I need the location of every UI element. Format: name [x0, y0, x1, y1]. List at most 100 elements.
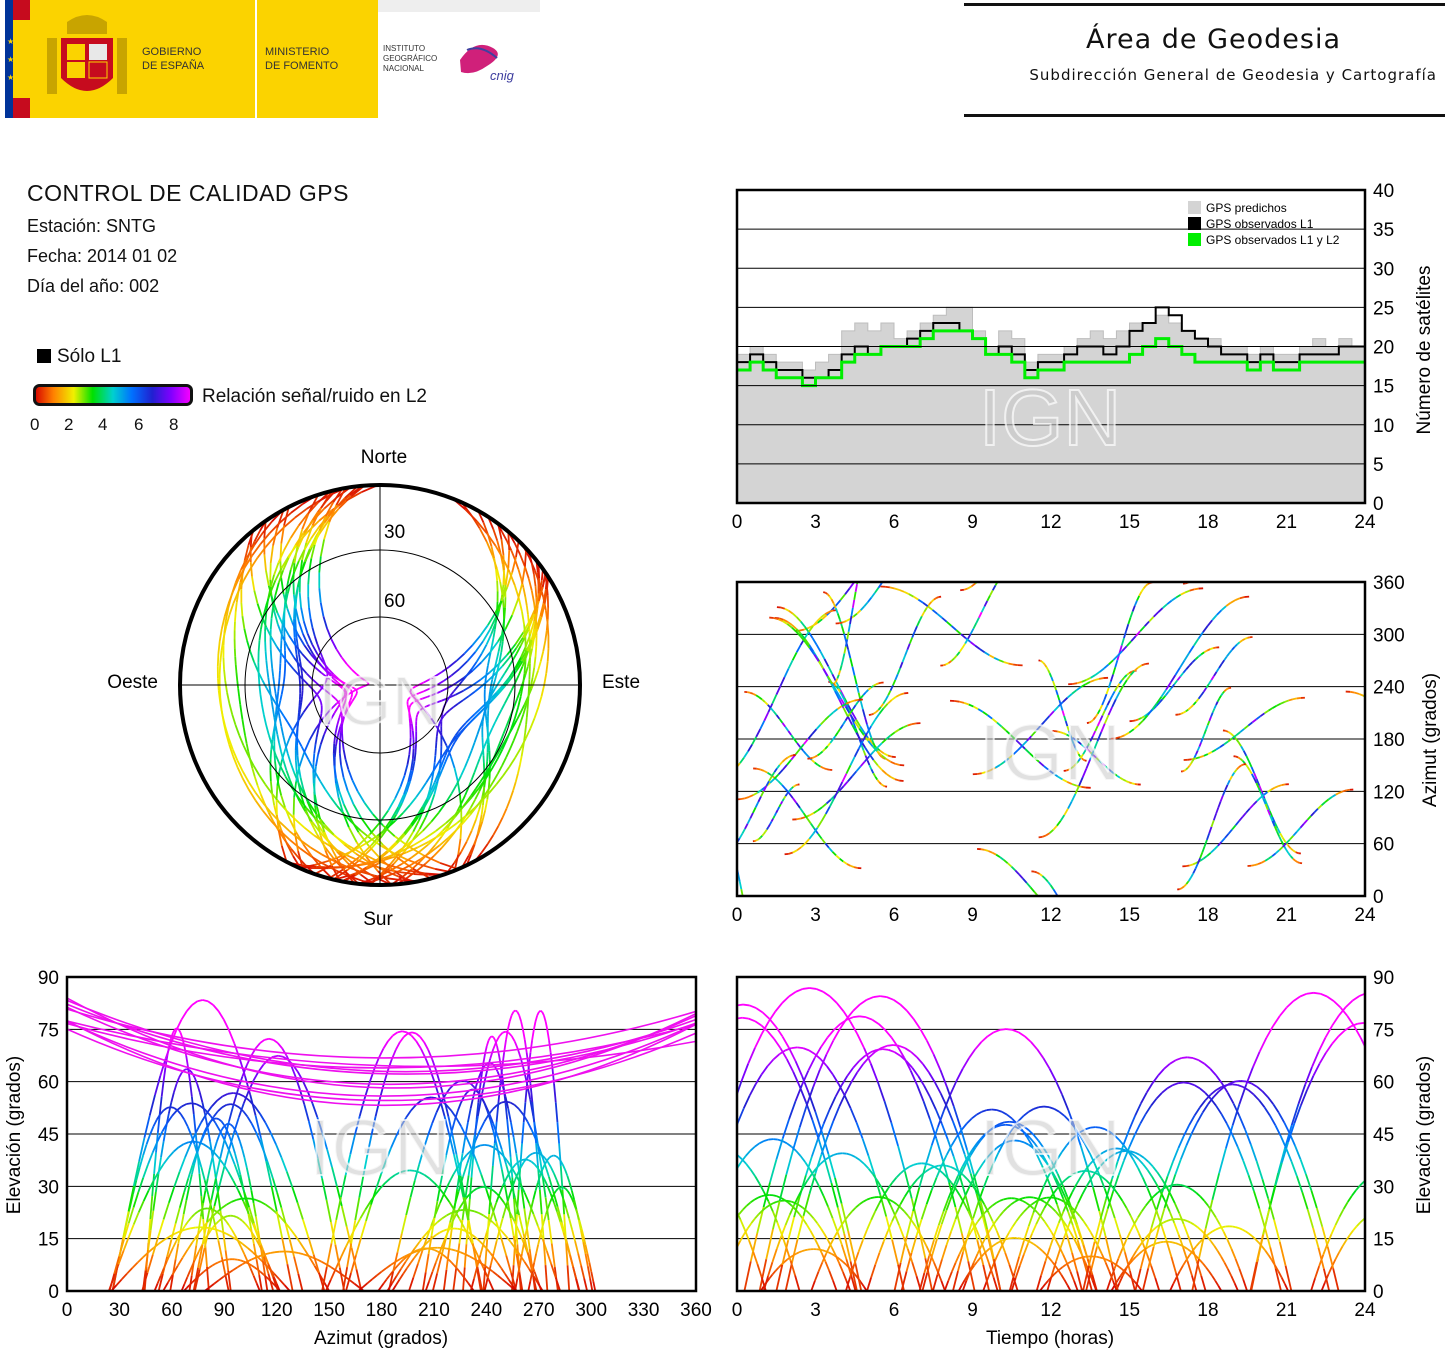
azimuth-track-segment	[1143, 713, 1148, 717]
skyplot-track-segment	[448, 746, 454, 753]
elev-az-track-segment	[362, 1282, 369, 1288]
elevation-track-segment	[1116, 1275, 1122, 1282]
elev-az-track-segment	[453, 1154, 460, 1176]
elev-az-track-segment	[446, 1247, 452, 1251]
skyplot-track-segment	[288, 728, 295, 739]
elev-az-track-segment	[189, 1226, 196, 1230]
skyplot-track-segment	[298, 838, 311, 849]
elev-az-track-segment	[186, 1102, 192, 1105]
elev-az-track-segment	[391, 1275, 398, 1284]
elev-az-track-segment	[442, 1254, 447, 1258]
azimuth-track-segment	[1117, 650, 1123, 657]
elev-az-track-segment	[264, 1122, 272, 1134]
elev-az-track-segment	[344, 1154, 352, 1176]
azimuth-track-segment	[822, 748, 826, 753]
azimuth-track-segment	[1285, 849, 1290, 854]
skyplot-track-segment	[436, 726, 440, 732]
elev-az-track-segment	[461, 1228, 466, 1232]
skyplot-track-segment	[345, 491, 362, 502]
elevation-track-segment	[1341, 1239, 1347, 1247]
skyplot-track-segment	[245, 743, 250, 752]
elev-az-track-segment	[123, 1222, 130, 1240]
azimuth-track-segment	[908, 593, 915, 598]
azimuth-track-segment	[792, 785, 796, 788]
elev-az-track-segment	[475, 1102, 480, 1120]
skyplot-track-segment	[404, 825, 413, 836]
elev-az-track-segment	[479, 1243, 485, 1256]
azimuth-track-segment	[860, 744, 865, 751]
azimuth-track-segment	[824, 611, 830, 615]
skyplot-track-segment	[294, 508, 307, 519]
elevation-track-segment	[799, 1155, 806, 1163]
skyplot-track-segment	[331, 680, 337, 685]
elev-az-track-segment	[467, 1108, 472, 1123]
skyplot-track-segment	[525, 639, 533, 652]
azimuth-track-segment	[1306, 815, 1312, 821]
skyplot-track-segment	[485, 541, 494, 556]
skyplot-track-segment	[224, 607, 230, 621]
elev-az-track-segment	[223, 1123, 227, 1128]
azimuth-track-segment	[761, 833, 765, 837]
gobierno-line1: GOBIERNO	[142, 46, 202, 58]
azimuth-track-segment	[1124, 731, 1130, 737]
elevation-track-segment	[987, 1163, 995, 1176]
elev-az-track-segment	[404, 1253, 410, 1258]
header-rule-bottom	[964, 114, 1445, 117]
skyplot-track-segment	[480, 644, 488, 655]
skyplot-track-segment	[429, 794, 436, 806]
x-tick-label: 360	[680, 1300, 712, 1321]
elev-az-track-segment	[424, 1253, 430, 1273]
skyplot-track-segment	[468, 717, 476, 724]
elev-az-track-segment	[237, 1263, 243, 1268]
azimuth-track-segment	[1003, 859, 1009, 864]
elev-az-track-segment	[132, 1212, 140, 1225]
elev-az-track-segment	[354, 1197, 361, 1221]
elev-az-track-segment	[149, 1210, 155, 1231]
elev-az-track-segment	[207, 1000, 214, 1006]
skyplot-track-segment	[247, 755, 255, 766]
skyplot-track-segment	[360, 870, 375, 877]
elev-az-track-segment	[519, 1182, 526, 1193]
skyplot-track-segment	[462, 695, 470, 701]
azimuth-track-segment	[991, 584, 997, 591]
y-tick-label: 5	[1373, 455, 1384, 476]
azimuth-track-segment	[1247, 721, 1253, 727]
skyplot-track-segment	[455, 676, 465, 685]
skyplot-track-segment	[270, 606, 274, 619]
elevation-track-segment	[714, 1207, 719, 1219]
azimuth-track-segment	[1258, 785, 1263, 793]
azimuth-track-segment	[1205, 559, 1208, 564]
elev-az-track-segment	[157, 1273, 164, 1291]
elev-az-track-segment	[402, 1267, 408, 1275]
elev-az-track-segment	[466, 1150, 473, 1164]
azimuth-track-segment	[1253, 772, 1258, 780]
azimuth-track-segment	[969, 628, 975, 635]
y-tick-label: 240	[1373, 678, 1405, 699]
elev-az-track-segment	[236, 1134, 241, 1142]
azimuth-track-segment	[755, 839, 758, 842]
elev-az-track-segment	[275, 1144, 283, 1158]
azimuth-track-segment	[1097, 969, 1100, 972]
azimuth-track-segment	[784, 793, 788, 797]
elev-az-track-segment	[153, 1283, 159, 1291]
skyplot-track-segment	[423, 678, 430, 684]
azimuth-track-segment	[1253, 777, 1258, 784]
az-x-ticks: 0 3 6 9 12 15 18 21 24	[732, 905, 1376, 926]
azimuth-track-segment	[901, 655, 906, 663]
skyplot-track-segment	[534, 670, 539, 681]
skyplot-track-segment	[376, 827, 388, 837]
azimuth-track-segment	[985, 769, 992, 773]
skyplot-track-segment	[497, 678, 503, 685]
skyplot-track-segment	[486, 727, 489, 735]
y-tick-label: 30	[1373, 259, 1394, 280]
elev-az-track-segment	[143, 1115, 151, 1139]
elev-az-track-segment	[514, 1009, 518, 1013]
skyplot-track-segment	[239, 704, 243, 713]
azimuth-track-segment	[1029, 886, 1036, 893]
azimuth-track-segment	[776, 806, 781, 811]
elev-az-track-segment	[291, 1186, 299, 1204]
elev-az-track-segment	[427, 1225, 434, 1232]
skyplot-track-segment	[490, 692, 499, 701]
elev-az-track-segment	[255, 1239, 261, 1247]
azimuth-track-segment	[1331, 793, 1337, 798]
